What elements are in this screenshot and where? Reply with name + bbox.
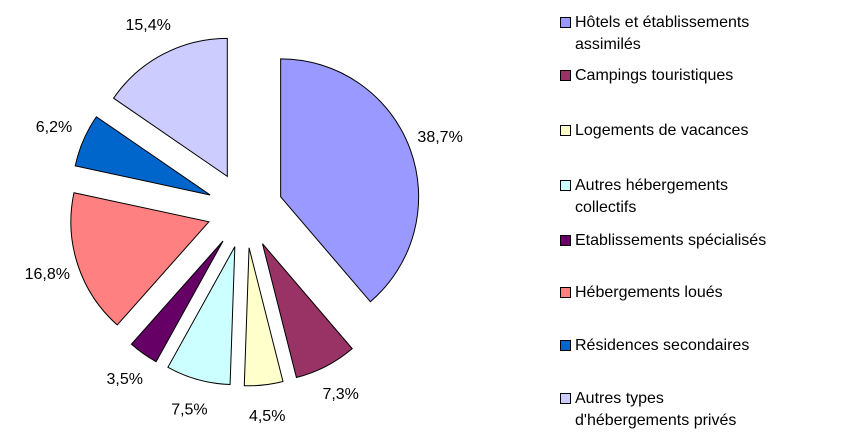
legend-item: Hébergements loués: [560, 282, 840, 304]
data-label: 7,5%: [171, 402, 207, 419]
legend-label: Autres hébergements collectifs: [575, 177, 728, 216]
legend-item: Autres types d'hébergements privés: [560, 388, 760, 432]
legend-swatch: [560, 125, 571, 136]
legend-label: Hôtels et établissements assimilés: [575, 14, 750, 53]
legend-label: Autres types d'hébergements privés: [575, 390, 737, 429]
legend-item: Résidences secondaires: [560, 335, 840, 357]
pie-slice: [74, 116, 211, 196]
legend-label: Campings touristiques: [575, 67, 734, 84]
data-label: 15,4%: [125, 17, 170, 34]
data-label: 3,5%: [107, 371, 143, 388]
legend-label: Résidences secondaires: [575, 337, 750, 354]
legend-item: Logements de vacances: [560, 120, 840, 142]
pie-slice: [167, 246, 236, 386]
legend-swatch: [560, 287, 571, 298]
pie-slice: [130, 240, 224, 363]
legend-item: Campings touristiques: [560, 65, 840, 87]
legend-swatch: [560, 17, 571, 28]
legend-label: Logements de vacances: [575, 122, 749, 139]
data-label: 4,5%: [249, 408, 285, 425]
pie-slice: [280, 58, 420, 303]
data-label: 6,2%: [36, 119, 72, 136]
pie-slice: [112, 37, 228, 178]
data-label: 16,8%: [25, 266, 70, 283]
legend-swatch: [560, 70, 571, 81]
pie-slice: [70, 192, 210, 326]
legend-swatch: [560, 393, 571, 404]
pie-slice: [243, 247, 284, 387]
pie-slice: [261, 243, 353, 379]
legend-item: Hôtels et établissements assimilés: [560, 12, 810, 56]
legend-swatch: [560, 340, 571, 351]
legend-swatch: [560, 235, 571, 246]
data-label: 7,3%: [322, 386, 358, 403]
legend-label: Etablissements spécialisés: [575, 232, 767, 249]
legend-swatch: [560, 180, 571, 191]
data-label: 38,7%: [417, 129, 462, 146]
legend-label: Hébergements loués: [575, 284, 723, 301]
legend-item: Etablissements spécialisés: [560, 230, 845, 252]
legend-item: Autres hébergements collectifs: [560, 175, 790, 219]
